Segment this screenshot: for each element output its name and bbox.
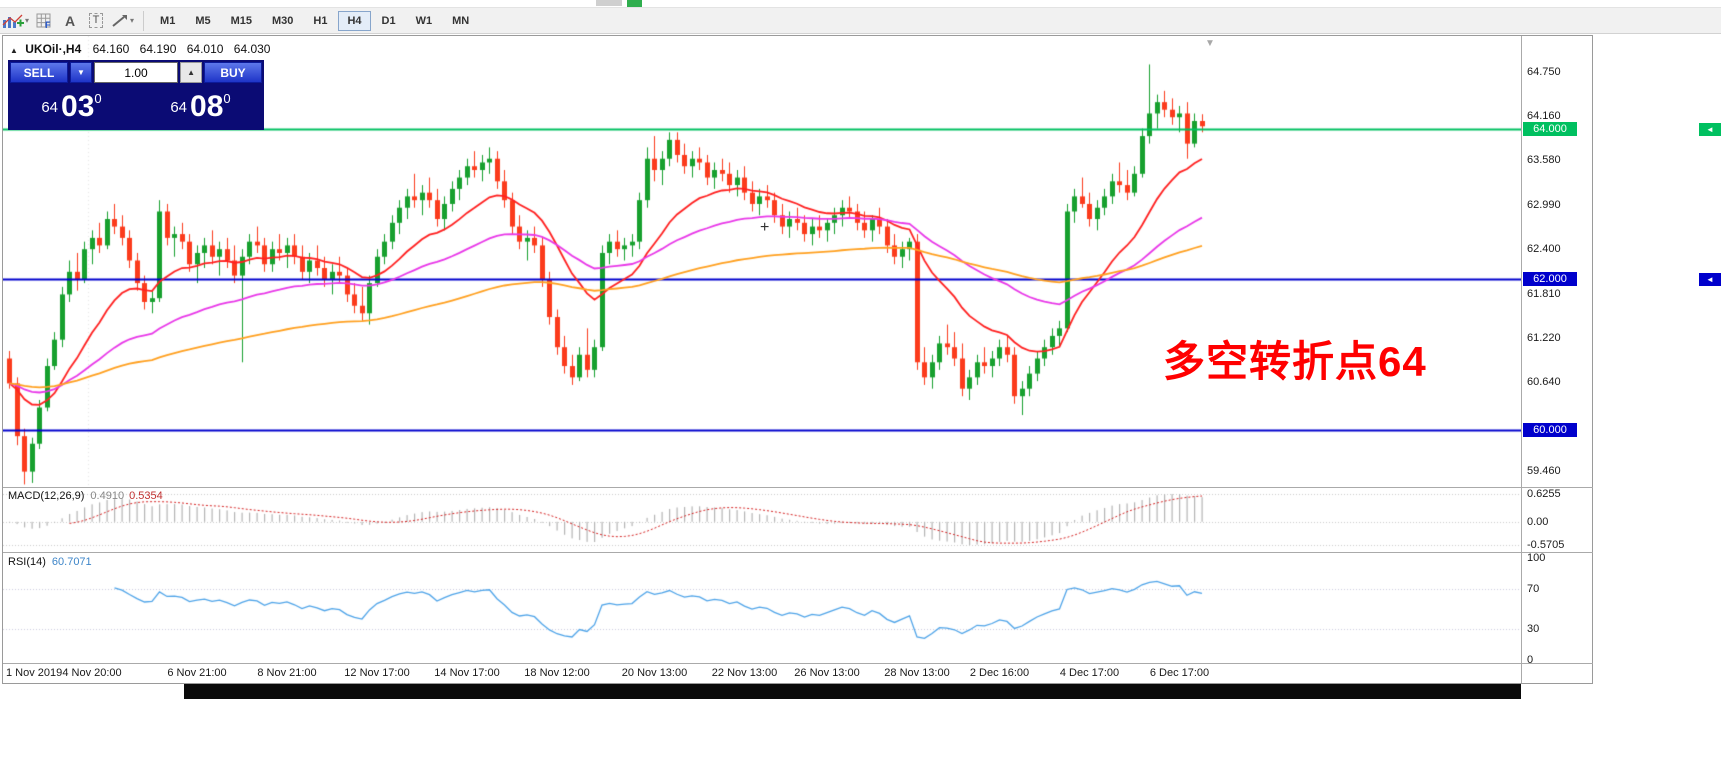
rsi-canvas[interactable]: [3, 553, 1521, 662]
macd-axis-min: -0.5705: [1527, 539, 1565, 551]
collapse-arrow-icon[interactable]: ▲: [10, 46, 18, 55]
toolbar-separator: [143, 10, 145, 31]
buy-button[interactable]: BUY: [204, 62, 262, 83]
low-value: 64.010: [186, 42, 224, 56]
toolbar: ▾ F A T ▾ M1 M5 M15 M30 H1 H4 D1 W1 MN: [0, 7, 1721, 34]
top-edge-artifact-gray: [596, 0, 622, 6]
time-axis-label: 18 Nov 12:00: [524, 667, 590, 679]
cursor-cross-icon: +: [760, 219, 770, 236]
volume-increase-button[interactable]: ▲: [180, 62, 202, 83]
sell-button[interactable]: SELL: [10, 62, 68, 83]
price-axis-tick: 61.220: [1527, 332, 1561, 345]
time-axis-label: 20 Nov 13:00: [621, 667, 688, 679]
time-axis-label: 6 Nov 21:00: [167, 667, 227, 679]
price-axis-tick: 60.640: [1527, 375, 1561, 388]
time-axis-label: 4 Nov 20:00: [62, 667, 122, 679]
rsi-axis-100: 100: [1527, 552, 1546, 564]
time-axis-label: 4 Dec 17:00: [1059, 667, 1120, 679]
macd-label: MACD(12,26,9) 0.4910 0.5354: [8, 490, 163, 502]
price-axis-tick: 62.990: [1527, 198, 1561, 211]
rsi-axis-30: 30: [1527, 623, 1540, 636]
top-edge-artifact-green: [627, 0, 642, 7]
price-axis-border: [1521, 36, 1522, 683]
rsi-title: RSI(14): [8, 556, 46, 568]
timeframe-m1[interactable]: M1: [160, 14, 176, 27]
timeframe-d1[interactable]: D1: [381, 14, 396, 27]
svg-text:F: F: [45, 20, 51, 29]
rsi-panel-separator[interactable]: [3, 552, 1593, 553]
timeframe-m5[interactable]: M5: [195, 14, 211, 27]
time-axis-label: 6 Dec 17:00: [1149, 667, 1210, 679]
high-value: 64.190: [139, 42, 177, 56]
volume-dropdown-button[interactable]: ▼: [70, 62, 92, 83]
chevron-down-icon: ▾: [25, 16, 30, 25]
price-axis-tick: 64.750: [1527, 66, 1561, 78]
sell-price[interactable]: 64 03 0: [10, 86, 133, 128]
buy-price-pips: 08: [190, 90, 224, 123]
grid-settings-icon[interactable]: F: [33, 10, 55, 32]
price-line-tag[interactable]: 60.000: [1523, 423, 1577, 438]
chart-header: ▲ UKOil·,H4 64.160 64.190 64.010 64.030: [10, 42, 277, 56]
macd-panel-separator[interactable]: [3, 487, 1593, 488]
price-line-edge-marker[interactable]: ◄: [1699, 273, 1721, 287]
drawing-tools-icon[interactable]: ▾: [111, 10, 134, 32]
price-axis-tick: 61.810: [1527, 287, 1561, 300]
buy-price-point: 0: [223, 91, 231, 106]
price-axis-tick: 64.160: [1527, 110, 1561, 123]
sell-price-point: 0: [94, 91, 102, 106]
price-axis-tick: 63.580: [1527, 154, 1561, 167]
timeframe-mn[interactable]: MN: [452, 14, 470, 27]
macd-title: MACD(12,26,9): [8, 490, 85, 502]
time-axis-label: 22 Nov 13:00: [711, 667, 778, 679]
time-axis-label: 28 Nov 13:00: [884, 667, 950, 679]
timeframe-m15[interactable]: M15: [230, 14, 252, 27]
price-axis-tick: 59.460: [1527, 464, 1561, 477]
timeframe-w1[interactable]: W1: [415, 14, 433, 27]
buy-price[interactable]: 64 08 0: [139, 86, 262, 128]
price-line-tag[interactable]: 62.000: [1523, 272, 1577, 287]
price-line-tag[interactable]: 64.000: [1523, 121, 1577, 136]
macd-axis-max: 0.6255: [1527, 488, 1561, 500]
text-box-tool-icon[interactable]: T: [85, 10, 107, 32]
time-axis-label: 14 Nov 17:00: [434, 667, 500, 679]
indicators-icon[interactable]: ▾: [2, 10, 29, 32]
rsi-axis-70: 70: [1527, 582, 1540, 595]
time-axis-label: 26 Nov 13:00: [794, 667, 860, 679]
chart-shift-marker-icon[interactable]: ▼: [1205, 38, 1215, 49]
macd-value: 0.4910: [90, 490, 125, 502]
sell-price-pips: 03: [61, 90, 95, 123]
open-value: 64.160: [92, 42, 130, 56]
rsi-label: RSI(14) 60.7071: [8, 556, 92, 568]
volume-input[interactable]: [93, 62, 179, 83]
time-axis-label: 12 Nov 17:00: [344, 667, 410, 679]
timeframe-h4[interactable]: H4: [338, 10, 371, 31]
chart-annotation-text: 多空转折点64: [1163, 338, 1427, 385]
rsi-axis-0: 0: [1527, 654, 1534, 666]
buy-price-major: 64: [170, 98, 188, 116]
time-axis-label: 8 Nov 21:00: [257, 667, 317, 679]
price-line-edge-marker[interactable]: ◄: [1699, 122, 1721, 136]
close-value: 64.030: [233, 42, 271, 56]
price-axis-tick: 62.400: [1527, 243, 1561, 256]
timeframe-h1[interactable]: H1: [313, 14, 328, 27]
chevron-down-icon: ▾: [130, 16, 135, 25]
symbol-timeframe-label: UKOil·,H4: [25, 42, 82, 56]
sell-price-major: 64: [41, 98, 59, 116]
time-axis-label: 1 Nov 2019: [6, 667, 63, 679]
bottom-bar: [184, 684, 1521, 699]
time-axis-separator: [3, 663, 1593, 664]
time-axis-label: 2 Dec 16:00: [969, 667, 1030, 679]
text-tool-label: A: [64, 12, 76, 29]
macd-canvas[interactable]: [3, 488, 1521, 551]
macd-axis-zero: 0.00: [1527, 515, 1549, 528]
macd-signal-value: 0.5354: [129, 490, 163, 502]
text-box-tool-label: T: [88, 13, 104, 28]
timeframe-m30[interactable]: M30: [272, 14, 294, 27]
one-click-trading-panel: SELL ▼ ▲ BUY 64 03 0 64 08 0: [8, 60, 264, 130]
text-tool-icon[interactable]: A: [59, 10, 81, 32]
rsi-value: 60.7071: [51, 556, 92, 568]
